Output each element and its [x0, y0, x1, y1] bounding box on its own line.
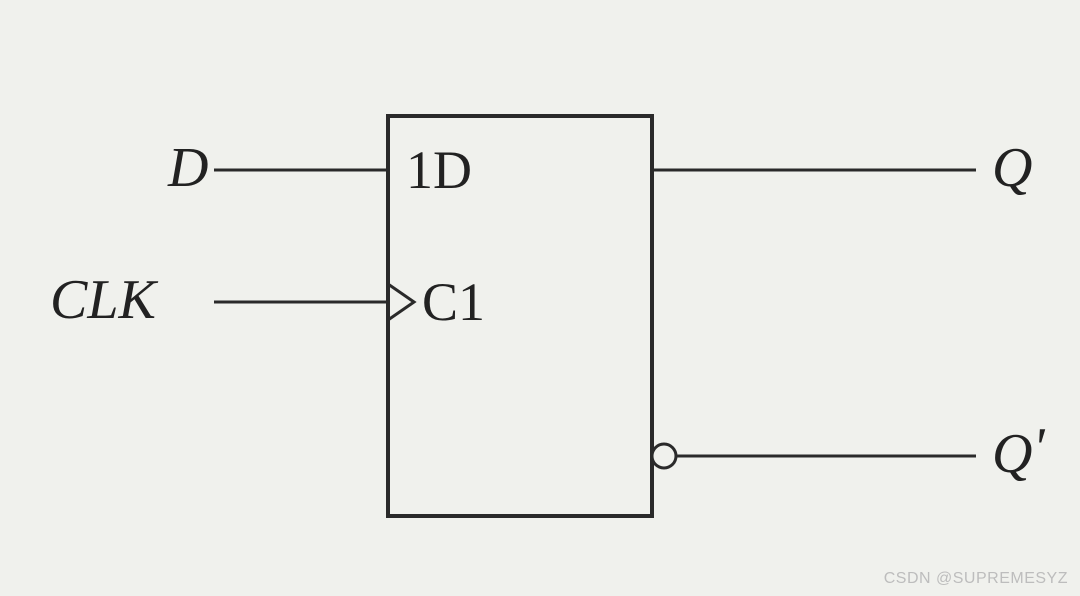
watermark-text: CSDN @SUPREMESYZ	[884, 570, 1068, 588]
port-label-q: Q	[992, 137, 1032, 199]
port-label-clk: CLK	[50, 269, 158, 331]
pin-label-1d: 1D	[406, 140, 472, 200]
pin-label-c1: C1	[422, 272, 485, 332]
inversion-bubble-icon	[652, 444, 676, 468]
port-label-qnot: Q'	[992, 417, 1045, 485]
d-flipflop-diagram: 1D C1 D CLK Q Q'	[0, 0, 1080, 596]
port-label-d: D	[167, 137, 208, 199]
diagram-background	[0, 0, 1080, 596]
